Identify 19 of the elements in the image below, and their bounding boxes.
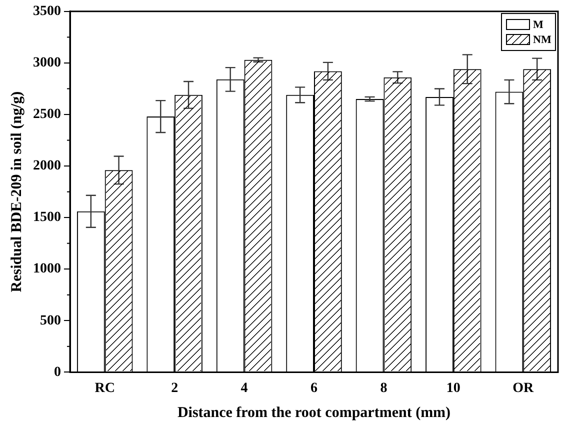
y-tick-label: 3000 <box>33 56 61 71</box>
y-tick-label: 2500 <box>33 107 61 122</box>
x-tick-label: OR <box>512 381 535 396</box>
x-tick-label: 4 <box>240 381 248 396</box>
x-tick-label: 8 <box>380 381 388 396</box>
y-tick-label: 2000 <box>33 158 61 174</box>
legend-label: M <box>533 18 544 31</box>
x-tick-label: 2 <box>171 381 178 396</box>
y-tick-label: 1000 <box>33 262 61 277</box>
y-axis-title: Residual BDE-209 in soil (ng/g) <box>8 91 25 292</box>
y-tick-label: 3500 <box>33 4 61 20</box>
y-tick-label: 1500 <box>33 210 61 226</box>
x-axis-title: Distance from the root compartment (mm) <box>177 404 451 421</box>
y-tick-label: 0 <box>54 364 61 380</box>
x-tick-label: 6 <box>310 381 318 396</box>
x-tick-label: 10 <box>446 381 460 396</box>
x-tick-label: RC <box>94 381 115 396</box>
y-tick-label: 500 <box>40 313 61 328</box>
legend-label: NM <box>533 34 552 46</box>
